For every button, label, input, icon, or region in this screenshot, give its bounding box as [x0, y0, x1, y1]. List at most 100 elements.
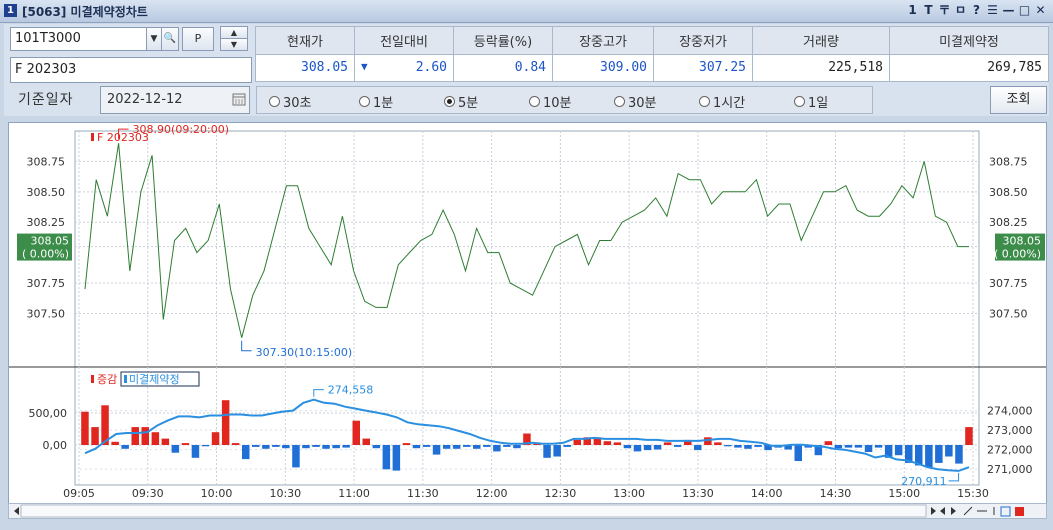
x-tick-label: 13:30	[682, 487, 714, 500]
window-title: [5063] 미결제약정차트	[22, 5, 148, 19]
pin-icon[interactable]: 〒	[938, 3, 951, 17]
change-bar	[935, 445, 943, 463]
period-label: 1분	[373, 96, 394, 111]
change-bar	[392, 445, 401, 471]
legend-change-swatch	[91, 375, 94, 383]
x-tick-label: 13:00	[613, 487, 645, 500]
scroll-right-icon[interactable]	[931, 507, 936, 515]
change-bar	[513, 445, 521, 449]
change-bar	[382, 445, 391, 470]
horizontal-scrollbar[interactable]	[8, 503, 1047, 519]
calendar-icon[interactable]	[232, 92, 246, 106]
chart-area[interactable]: 09:05 09:30 10:00 10:30 11:00 11:30 12:00 12:30…	[8, 122, 1047, 504]
change-bar	[171, 445, 180, 453]
change-bar	[151, 432, 160, 445]
period-5m[interactable]: 5분	[444, 92, 478, 111]
oi-max-arrow	[313, 389, 324, 397]
change-bar	[493, 445, 501, 452]
change-bar	[402, 443, 411, 445]
change-bar	[312, 445, 320, 447]
date-input[interactable]: 2022-12-12	[100, 86, 250, 114]
help-icon[interactable]: ?	[973, 3, 980, 17]
radio-selected-icon	[444, 96, 455, 107]
change-bar	[915, 445, 923, 466]
period-30s[interactable]: 30초	[269, 92, 312, 111]
search-button[interactable]: 조회	[990, 86, 1047, 114]
change-bar	[141, 427, 149, 445]
header-volume: 거래량	[752, 26, 890, 55]
down-arrow-icon: ▼	[361, 60, 368, 74]
header-change: 전일대비	[354, 26, 454, 55]
legend-price-swatch	[91, 133, 94, 141]
search-icon[interactable]: 🔍	[161, 27, 179, 51]
color-icon[interactable]	[1015, 507, 1024, 516]
change-bar	[643, 445, 652, 451]
change-bar	[352, 420, 360, 445]
change-bar	[121, 445, 129, 449]
layout-icon[interactable]: ㅁ	[954, 3, 967, 17]
draw-line-icon[interactable]	[963, 506, 973, 516]
x-tick-label: 10:00	[201, 487, 233, 500]
x-tick-label: 14:30	[820, 487, 852, 500]
nav-prev-icon[interactable]	[940, 507, 945, 515]
legend-oi-swatch	[124, 375, 127, 383]
change-bar	[573, 439, 581, 445]
p-button[interactable]: P	[182, 27, 214, 51]
change-bar	[794, 445, 802, 461]
list-icon[interactable]: ☰	[987, 3, 998, 17]
period-30m[interactable]: 30분	[614, 92, 657, 111]
change-bar	[553, 445, 561, 457]
text-icon[interactable]: T	[924, 3, 933, 17]
period-1m[interactable]: 1분	[359, 92, 393, 111]
x-tick-label: 09:05	[63, 487, 95, 500]
right-axis-label: 271,000	[987, 463, 1033, 476]
scrollbar-svg	[14, 504, 1024, 518]
code-dropdown-button[interactable]: ▼	[146, 27, 162, 51]
left-axis-label: 500,00	[29, 407, 68, 420]
change-bar	[864, 445, 873, 452]
scroll-track[interactable]	[20, 504, 927, 518]
change-bar	[694, 445, 702, 451]
period-1d[interactable]: 1일	[794, 92, 828, 111]
legend-price-label: F 202303	[97, 131, 149, 144]
change-bar	[292, 445, 300, 468]
current-price-label-right: 308.05	[1003, 235, 1042, 248]
minimize-icon[interactable]: —	[1002, 3, 1015, 17]
change-bar	[231, 443, 240, 445]
change-bar	[925, 445, 933, 468]
legend-oi-label: 미결제약정	[129, 372, 180, 386]
change-bar	[905, 445, 913, 463]
x-tick-label: 14:00	[751, 487, 783, 500]
change-bar	[111, 441, 119, 445]
y-tick-label-right: 308.75	[989, 155, 1028, 168]
x-tick-label: 15:30	[957, 487, 989, 500]
period-10m[interactable]: 10분	[529, 92, 572, 111]
spin-down-button[interactable]: ▼	[220, 38, 248, 51]
info-icon[interactable]: 1	[908, 3, 917, 17]
chart-svg[interactable]: 09:05 09:30 10:00 10:30 11:00 11:30 12:00 12:30…	[9, 123, 1046, 503]
change-bar	[452, 445, 461, 449]
nav-next-icon[interactable]	[951, 507, 956, 515]
header-change-rate: 등락률(%)	[453, 26, 553, 55]
change-bar	[161, 438, 170, 445]
change-bar	[593, 437, 602, 445]
scroll-left-icon[interactable]	[14, 507, 19, 515]
radio-icon	[614, 96, 625, 107]
x-tick-label: 10:30	[269, 487, 301, 500]
code-input[interactable]: 101T3000	[10, 27, 152, 51]
change-bar	[854, 445, 863, 448]
settings-icon[interactable]	[1000, 506, 1011, 517]
change-bar	[302, 445, 310, 449]
change-bar	[473, 445, 481, 449]
change-bar	[734, 445, 742, 448]
change-bar	[282, 445, 290, 449]
change-bar	[804, 445, 812, 448]
maximize-icon[interactable]: □	[1018, 3, 1031, 17]
period-1h[interactable]: 1시간	[699, 92, 745, 111]
close-icon[interactable]: ✕	[1035, 3, 1046, 17]
change-bar	[663, 442, 672, 445]
app-icon: 1	[4, 4, 17, 17]
price-line	[84, 143, 969, 338]
change-bar	[463, 445, 471, 447]
x-tick-label: 11:00	[338, 487, 370, 500]
